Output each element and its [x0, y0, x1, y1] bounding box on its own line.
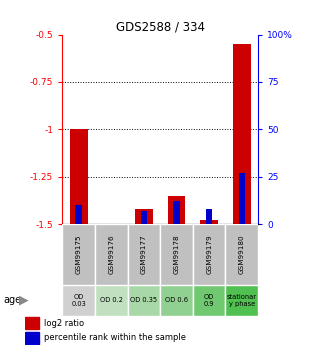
Text: GSM99176: GSM99176 [108, 235, 114, 274]
Bar [193, 285, 225, 316]
Bar [160, 285, 193, 316]
Title: GDS2588 / 334: GDS2588 / 334 [116, 20, 205, 33]
Text: OD
0.03: OD 0.03 [71, 294, 86, 307]
Text: GSM99178: GSM99178 [174, 235, 179, 274]
Bar [128, 224, 160, 285]
Text: OD
0.9: OD 0.9 [204, 294, 214, 307]
Bar [239, 173, 245, 224]
Text: stationar
y phase: stationar y phase [227, 294, 257, 307]
Bar [225, 285, 258, 316]
Bar [168, 196, 185, 224]
Bar [141, 211, 147, 224]
Text: OD 0.6: OD 0.6 [165, 297, 188, 303]
Bar [75, 205, 82, 224]
Bar [206, 209, 212, 224]
Bar [95, 285, 128, 316]
Text: GSM99179: GSM99179 [206, 235, 212, 274]
Bar [193, 224, 225, 285]
Text: GSM99180: GSM99180 [239, 235, 245, 274]
Bar [62, 224, 95, 285]
Bar [173, 201, 180, 224]
Bar [233, 44, 251, 224]
Bar [225, 224, 258, 285]
Bar [25, 317, 39, 329]
Text: age: age [3, 295, 21, 305]
Bar [160, 224, 193, 285]
Bar [70, 129, 87, 224]
Bar [25, 332, 39, 344]
Text: GSM99175: GSM99175 [76, 235, 81, 274]
Bar [62, 285, 95, 316]
Text: log2 ratio: log2 ratio [44, 318, 84, 327]
Bar [128, 285, 160, 316]
Text: GSM99177: GSM99177 [141, 235, 147, 274]
Text: percentile rank within the sample: percentile rank within the sample [44, 333, 186, 342]
Bar [135, 209, 153, 224]
Text: ▶: ▶ [19, 294, 28, 307]
Text: OD 0.35: OD 0.35 [130, 297, 157, 303]
Text: OD 0.2: OD 0.2 [100, 297, 123, 303]
Bar [95, 224, 128, 285]
Bar [200, 220, 218, 224]
